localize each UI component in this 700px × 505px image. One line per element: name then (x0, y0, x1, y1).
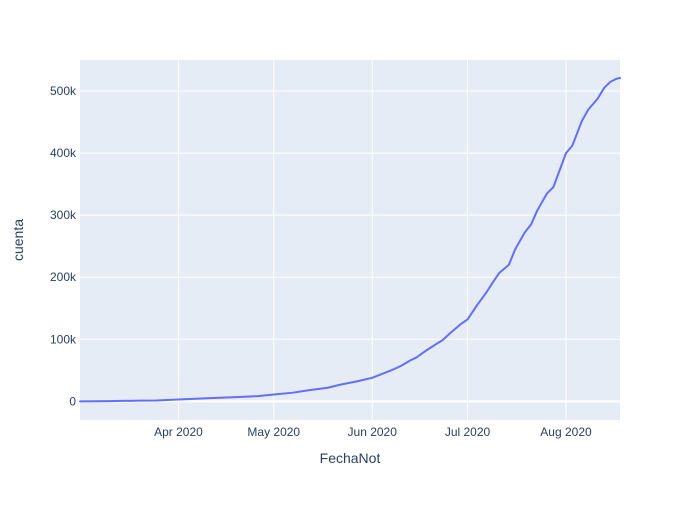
y-axis-title: cuenta (10, 219, 26, 261)
y-tick-label: 0 (69, 394, 76, 408)
y-tick-label: 400k (50, 146, 77, 160)
x-axis-ticks: Apr 2020 May 2020 Jun 2020 Jul 2020 Aug 2020 (154, 425, 592, 439)
y-tick-label: 500k (50, 84, 77, 98)
y-tick-label: 300k (50, 208, 77, 222)
y-axis-ticks: 0 100k 200k 300k 400k 500k (50, 84, 77, 408)
x-tick-label: Jul 2020 (445, 425, 491, 439)
y-tick-label: 200k (50, 270, 77, 284)
x-tick-label: Aug 2020 (540, 425, 592, 439)
series-layer (79, 77, 621, 403)
x-tick-label: Apr 2020 (154, 425, 203, 439)
grid (80, 60, 620, 420)
x-axis-title: FechaNot (320, 450, 381, 466)
plot-background (80, 60, 620, 420)
x-tick-label: May 2020 (247, 425, 300, 439)
series-line (79, 77, 621, 403)
x-tick-label: Jun 2020 (348, 425, 398, 439)
y-tick-label: 100k (50, 332, 77, 346)
